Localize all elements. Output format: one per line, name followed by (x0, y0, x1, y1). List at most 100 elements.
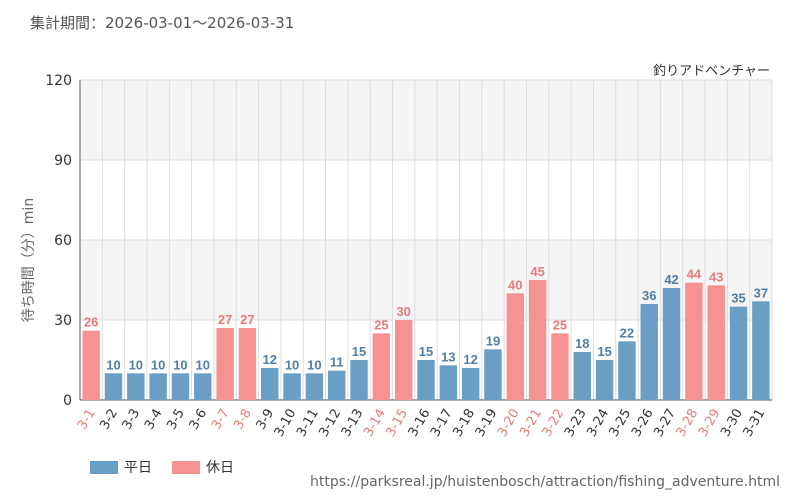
bar-3-11 (305, 373, 324, 400)
source-url: https://parksreal.jp/huistenbosch/attrac… (310, 474, 780, 490)
x-tick-label: 3-25 (607, 407, 635, 440)
value-label: 10 (307, 357, 321, 372)
bar-3-5 (171, 373, 190, 400)
bar-3-25 (618, 341, 636, 400)
value-label: 10 (129, 357, 143, 372)
value-label: 45 (530, 264, 544, 279)
bar-3-10 (283, 373, 301, 400)
y-tick-label: 90 (54, 153, 72, 169)
bar-3-26 (640, 304, 658, 400)
x-tick-label: 3-31 (741, 407, 769, 440)
bar-3-3 (127, 373, 145, 400)
bar-3-16 (417, 360, 435, 400)
x-tick-label: 3-3 (120, 407, 144, 433)
x-tick-label: 3-17 (428, 407, 456, 440)
bar-3-9 (261, 368, 279, 400)
x-tick-label: 3-22 (540, 407, 568, 440)
y-tick-label: 0 (63, 393, 72, 409)
value-label: 25 (553, 317, 567, 332)
value-label: 12 (463, 352, 477, 367)
bar-3-21 (528, 280, 547, 400)
y-tick-label: 30 (54, 313, 72, 329)
value-label: 12 (263, 352, 277, 367)
plot-band (80, 160, 772, 240)
x-tick-label: 3-4 (142, 407, 166, 433)
value-label: 37 (754, 285, 768, 300)
x-tick-label: 3-6 (187, 407, 211, 433)
period-label: 集計期間：2026-03-01～2026-03-31 (30, 14, 295, 32)
legend-label-weekday: 平日 (124, 460, 152, 476)
bar-3-22 (551, 333, 569, 400)
x-tick-label: 3-15 (383, 407, 411, 440)
x-tick-label: 3-24 (584, 407, 612, 440)
value-label: 27 (218, 312, 232, 327)
x-tick-label: 3-13 (339, 407, 367, 440)
value-label: 15 (419, 344, 433, 359)
value-label: 30 (396, 304, 410, 319)
value-label: 10 (285, 357, 299, 372)
x-tick-label: 3-29 (696, 407, 724, 440)
x-tick-label: 3-8 (231, 407, 255, 433)
value-label: 15 (597, 344, 611, 359)
value-label: 15 (352, 344, 366, 359)
x-tick-label: 3-16 (406, 407, 434, 440)
bar-3-31 (752, 301, 770, 400)
value-label: 25 (374, 317, 388, 332)
bar-3-24 (595, 360, 614, 400)
bar-3-17 (439, 365, 458, 400)
bar-3-30 (729, 306, 748, 400)
y-tick-label: 120 (45, 73, 72, 89)
legend-swatch-weekday (90, 460, 118, 474)
x-tick-label: 3-20 (495, 407, 523, 440)
x-tick-label: 3-14 (361, 407, 389, 440)
bar-3-27 (662, 288, 681, 400)
x-tick-label: 3-26 (629, 407, 657, 440)
bar-3-14 (372, 333, 391, 400)
value-label: 42 (664, 272, 678, 287)
x-tick-label: 3-28 (674, 407, 702, 440)
x-tick-label: 3-5 (164, 407, 188, 433)
value-label: 43 (709, 269, 723, 284)
bar-3-15 (394, 320, 413, 400)
bar-3-6 (194, 373, 212, 400)
bar-3-29 (707, 285, 725, 400)
y-tick-label: 60 (54, 233, 72, 249)
x-tick-label: 3-12 (316, 407, 344, 440)
value-label: 36 (642, 288, 656, 303)
x-tick-label: 3-1 (75, 407, 99, 433)
value-label: 19 (486, 333, 500, 348)
bar-3-28 (685, 282, 703, 400)
x-tick-label: 3-27 (651, 407, 679, 440)
legend: 平日 休日 (90, 457, 254, 477)
value-label: 11 (330, 355, 344, 370)
value-label: 18 (575, 336, 589, 351)
bar-3-4 (149, 373, 167, 400)
bar-3-12 (328, 370, 346, 400)
plot-band (80, 80, 772, 160)
bar-3-23 (573, 352, 591, 400)
bar-3-7 (216, 328, 234, 400)
value-label: 44 (687, 267, 702, 282)
x-tick-label: 3-21 (517, 407, 545, 440)
value-label: 10 (106, 357, 120, 372)
x-tick-label: 3-11 (294, 407, 322, 440)
value-label: 10 (173, 357, 187, 372)
value-label: 13 (441, 349, 455, 364)
bar-3-18 (461, 368, 480, 400)
x-tick-label: 3-23 (562, 407, 590, 440)
attraction-name: 釣りアドベンチャー (653, 64, 770, 79)
legend-item-holiday: 休日 (172, 457, 234, 477)
legend-label-holiday: 休日 (206, 460, 234, 476)
bar-3-20 (506, 293, 524, 400)
bar-3-2 (104, 373, 123, 400)
bar-3-19 (484, 349, 502, 400)
value-label: 22 (620, 325, 634, 340)
x-tick-label: 3-10 (272, 407, 300, 440)
x-tick-label: 3-19 (473, 407, 501, 440)
x-tick-label: 3-18 (450, 407, 478, 440)
value-label: 10 (151, 357, 165, 372)
bar-3-1 (82, 330, 100, 400)
value-label: 10 (196, 357, 210, 372)
value-label: 35 (731, 291, 745, 306)
